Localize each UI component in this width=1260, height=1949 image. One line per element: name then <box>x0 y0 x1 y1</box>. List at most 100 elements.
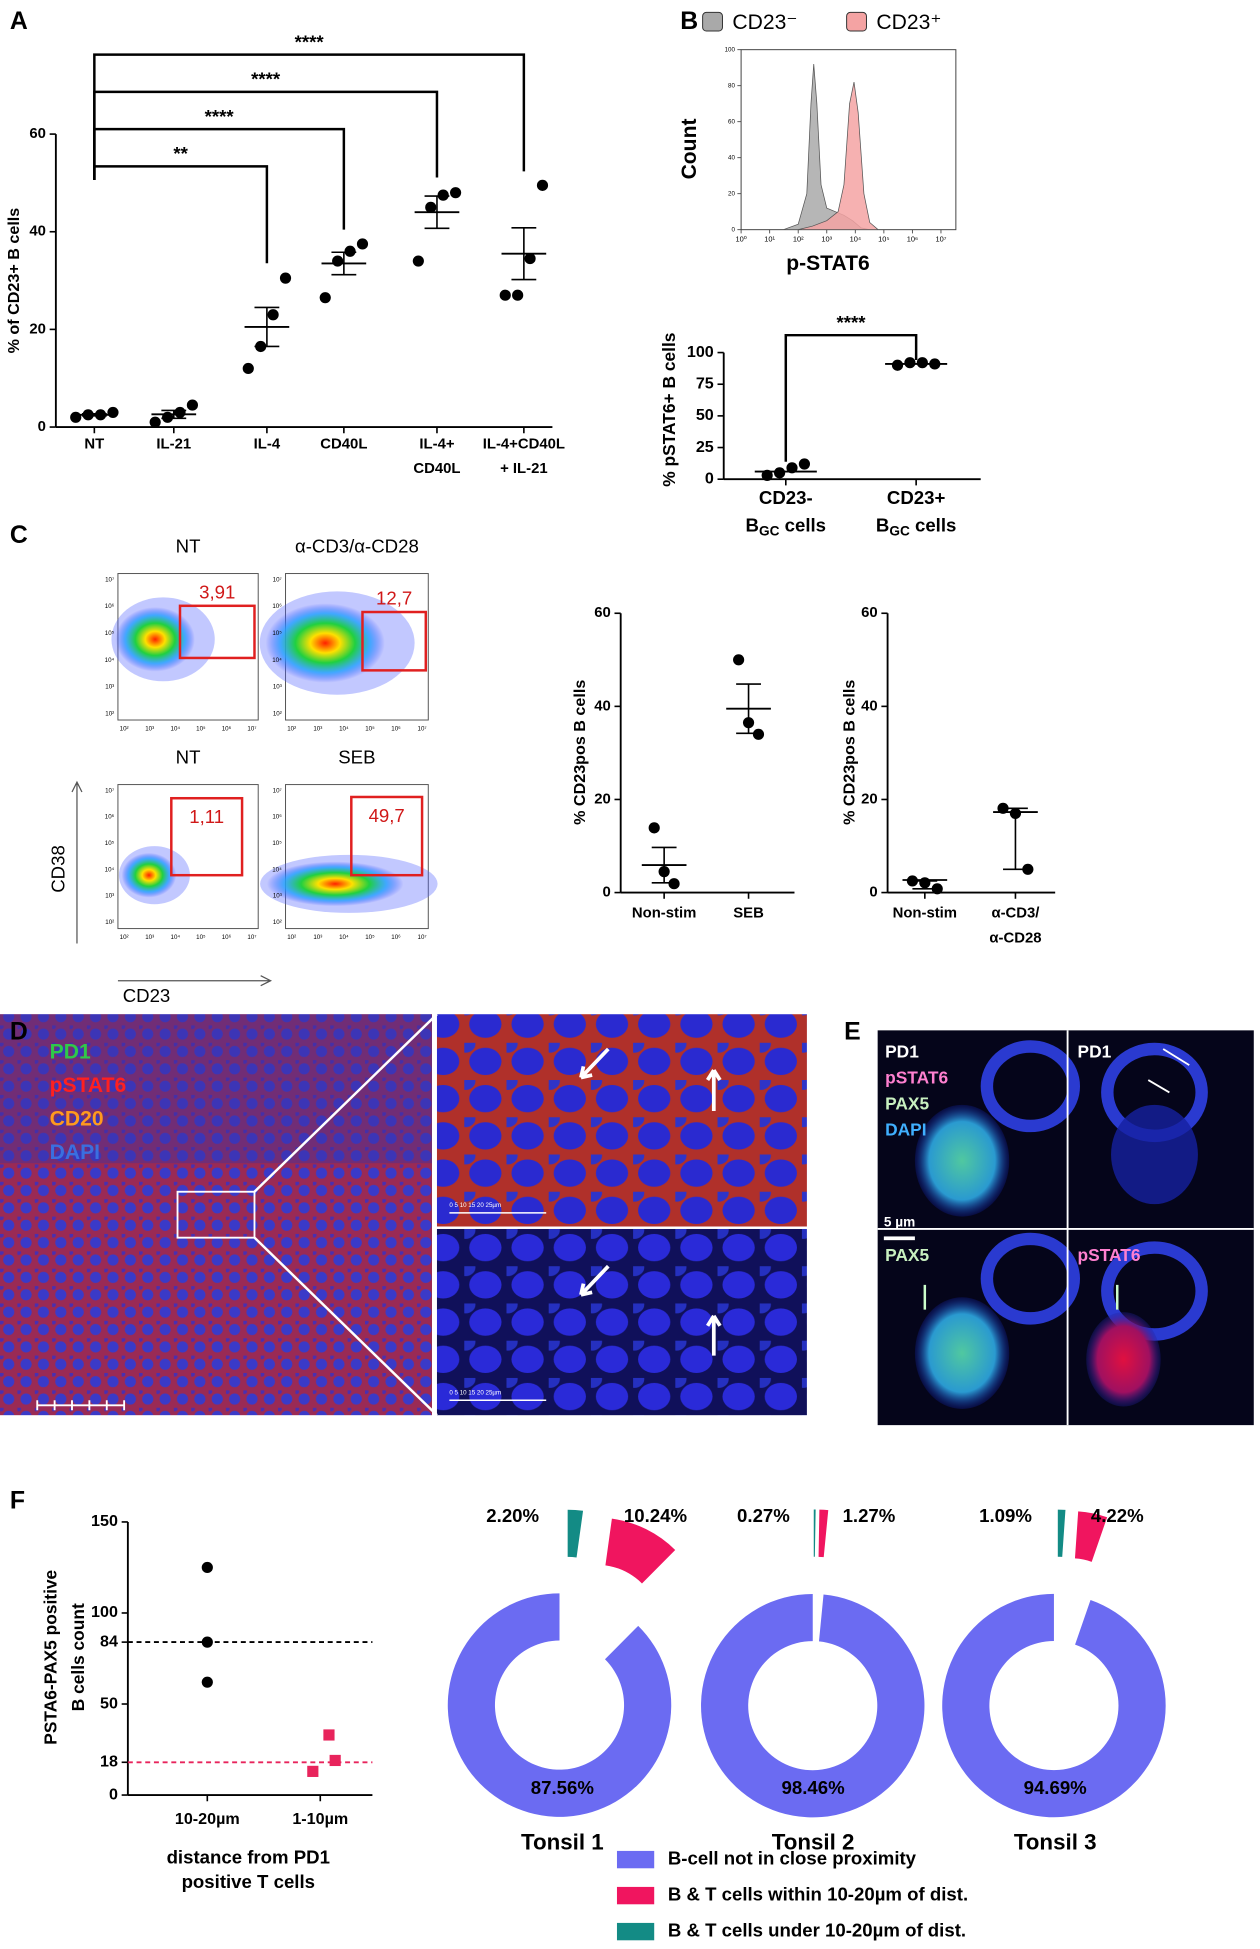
density-cloud <box>265 603 385 683</box>
data-point <box>761 469 773 481</box>
gate-value: 1,11 <box>189 806 224 827</box>
legend-label: B & T cells within 10-20µm of dist. <box>668 1884 968 1905</box>
donut-slice <box>605 1518 676 1584</box>
x-tick-label: CD23- <box>759 487 813 508</box>
slice-label: 87.56% <box>531 1777 595 1798</box>
inset-image <box>436 1014 807 1227</box>
x-tick-label: 10⁵ <box>365 934 375 941</box>
x-tick-label: + IL-21 <box>500 461 548 477</box>
legend-swatch <box>702 11 723 32</box>
y-tick-label: 10⁶ <box>105 814 115 821</box>
x-tick-label: 10⁷ <box>418 934 427 941</box>
zoom-line <box>253 1236 438 1417</box>
x-tick-label: 10⁴ <box>850 235 861 244</box>
significance-bracket <box>93 165 269 264</box>
density-cloud <box>115 607 195 672</box>
donut-title: Tonsil 1 <box>521 1829 604 1854</box>
x-axis-label: positive T cells <box>182 1871 315 1892</box>
scale-bar <box>36 1400 126 1411</box>
channel-label: PD1 <box>885 1041 919 1061</box>
gate-value: 3,91 <box>199 581 235 602</box>
x-tick-label: 10⁶ <box>222 725 232 732</box>
x-tick-label: 10-20µm <box>175 1810 240 1828</box>
y-tick-label: 60 <box>29 126 46 142</box>
data-point <box>437 189 449 201</box>
donut-slice <box>818 1509 829 1558</box>
y-axis-label: % CD23pos B cells <box>571 680 589 825</box>
data-point <box>774 467 786 479</box>
x-tick-label: 10⁷ <box>418 725 427 732</box>
y-tick-label: 10⁷ <box>105 576 114 583</box>
y-tick-label: 10³ <box>273 893 282 900</box>
x-tick-label-part: B <box>746 514 759 535</box>
data-point <box>307 1765 319 1777</box>
y-axis-label: % pSTAT6+ B cells <box>659 333 679 487</box>
slice-label: 10.24% <box>624 1505 688 1526</box>
donut-title: Tonsil 3 <box>1014 1829 1097 1854</box>
x-tick-label: 10⁵ <box>196 934 206 941</box>
x-tick-label: 1-10µm <box>292 1810 348 1828</box>
x-tick-label: 10² <box>120 934 129 941</box>
y-tick-label: 0 <box>869 885 877 901</box>
significance-label: **** <box>251 69 281 90</box>
y-axis-label: % of CD23+ B cells <box>5 208 23 354</box>
x-tick-label: 10² <box>120 725 129 732</box>
y-tick-label: 10³ <box>273 684 282 691</box>
x-tick-label: IL-4 <box>254 436 281 452</box>
y-tick-label: 10⁶ <box>272 603 282 610</box>
x-axis-label: CD23 <box>123 985 171 1006</box>
donut-slice <box>1057 1509 1066 1557</box>
channel-label: PAX5 <box>885 1093 929 1113</box>
data-point <box>279 272 292 284</box>
data-point <box>162 411 174 423</box>
donut-slice <box>813 1509 816 1557</box>
axis-arrow <box>71 780 83 944</box>
x-tick-label-part: GC <box>759 523 780 538</box>
x-tick-label: 10⁶ <box>391 934 401 941</box>
legend-label: B & T cells under 10-20µm of dist. <box>668 1920 966 1941</box>
donut-title: Tonsil 2 <box>772 1829 855 1854</box>
x-tick-label: 10² <box>287 725 296 732</box>
channel-label: PD1 <box>50 1040 91 1063</box>
arrows <box>923 1284 1119 1310</box>
error-bar <box>736 683 761 735</box>
x-tick-label: 10¹ <box>764 235 775 244</box>
data-point <box>648 822 660 834</box>
y-tick-label: 0 <box>602 885 610 901</box>
y-axis-label: B cells count <box>68 1603 88 1711</box>
arrows <box>1147 1048 1190 1094</box>
channel-label: CD20 <box>50 1107 104 1130</box>
slice-label: 1.09% <box>979 1505 1032 1526</box>
donut-slice <box>447 1593 672 1817</box>
y-tick-label: 40 <box>29 224 46 240</box>
slice-label: 0.27% <box>737 1505 790 1526</box>
nucleus <box>1111 1104 1198 1205</box>
slice-label: 4.22% <box>1091 1505 1144 1526</box>
slice-label: 94.69% <box>1024 1777 1088 1798</box>
y-tick-label: 18 <box>100 1753 118 1771</box>
gate <box>178 604 256 660</box>
x-tick-label: 10⁷ <box>247 725 256 732</box>
data-point <box>904 357 916 369</box>
nucleus <box>914 1104 1010 1217</box>
y-tick-label: 10⁴ <box>272 866 282 873</box>
significance-label: **** <box>205 106 235 127</box>
nucleus <box>980 1040 1080 1133</box>
legend-label: CD23⁺ <box>876 11 941 34</box>
error-bar <box>424 195 450 230</box>
error-bar <box>254 306 280 348</box>
y-tick-label: 100 <box>725 46 736 53</box>
error-bar <box>161 409 187 420</box>
x-tick-label: 10⁴ <box>339 934 349 941</box>
data-point <box>267 309 279 321</box>
zoom-line <box>253 1013 438 1193</box>
panel-label: F <box>10 1488 25 1515</box>
nucleus <box>1086 1312 1161 1407</box>
panel-label: C <box>10 522 28 549</box>
data-point <box>329 1754 341 1767</box>
y-tick-label: 84 <box>100 1632 118 1650</box>
y-tick-label: 100 <box>91 1603 118 1621</box>
y-tick-label: 10⁶ <box>272 814 282 821</box>
x-tick-label: 10³ <box>313 725 322 732</box>
